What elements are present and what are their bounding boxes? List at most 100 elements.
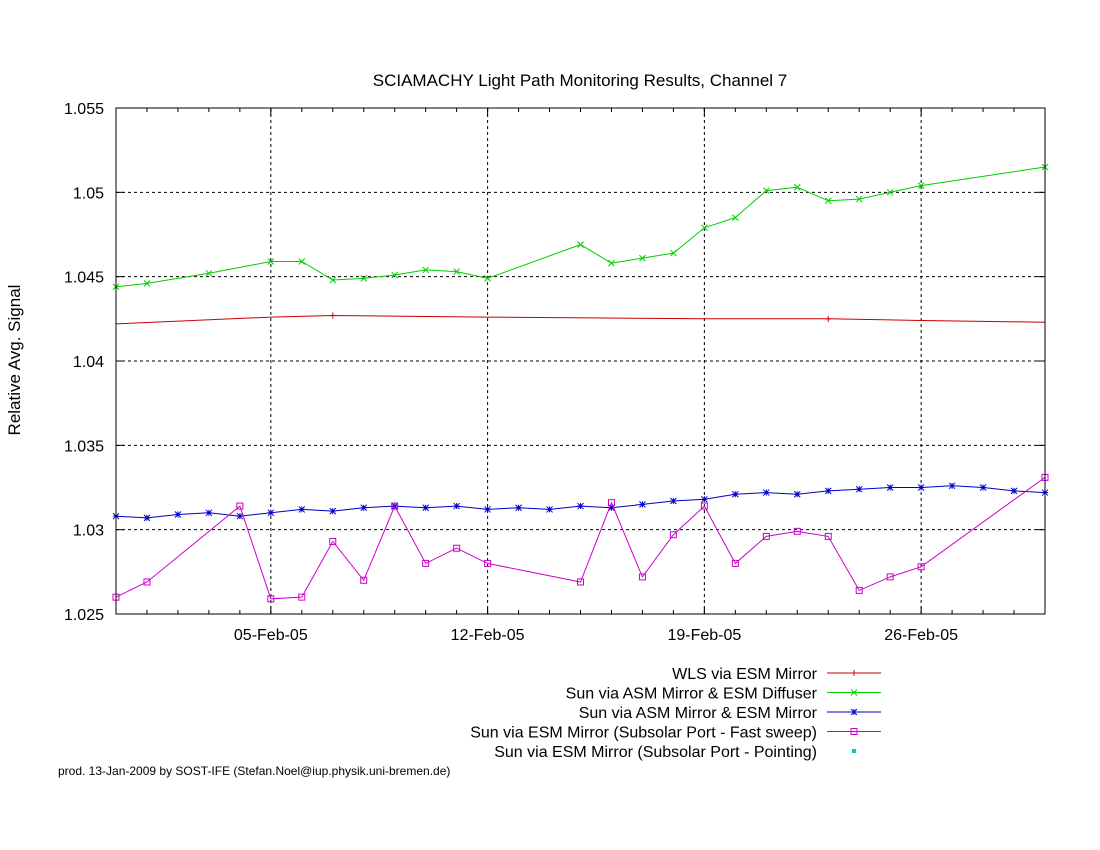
data-point	[731, 214, 739, 221]
data-point	[855, 195, 863, 203]
data-point	[762, 187, 770, 195]
chart-title: SCIAMACHY Light Path Monitoring Results,…	[373, 71, 788, 90]
legend-swatch-marker	[850, 728, 858, 735]
data-point	[917, 182, 925, 189]
data-point	[670, 497, 677, 505]
data-point	[886, 573, 894, 581]
x-ticks: 05-Feb-05 12-Feb-05 19-Feb-05 26-Feb-05	[115, 108, 1046, 644]
y-tick-label: 1.04	[73, 354, 104, 371]
series-sun-via-asm-mirror-esm-mirror	[112, 482, 1049, 522]
data-point	[917, 484, 925, 491]
data-point	[824, 532, 832, 540]
series-layer	[112, 163, 1049, 603]
legend-label: Sun via ASM Mirror & ESM Diffuser	[566, 686, 818, 703]
data-point	[793, 527, 801, 535]
data-point	[886, 188, 894, 196]
data-point	[267, 258, 275, 265]
data-point	[143, 514, 151, 522]
data-point	[670, 249, 677, 257]
data-point	[298, 258, 306, 265]
series-sun-via-esm-mirror-subsolar-port-fast-sweep	[112, 473, 1049, 603]
data-point	[174, 511, 182, 518]
data-point	[422, 559, 430, 567]
legend-swatch-marker	[851, 670, 857, 676]
data-point	[700, 502, 708, 510]
data-point	[731, 559, 739, 567]
data-point	[391, 271, 399, 279]
data-point	[855, 485, 863, 493]
data-point	[824, 197, 832, 205]
data-point	[484, 559, 492, 567]
data-point	[608, 259, 615, 267]
data-point	[329, 507, 337, 515]
y-ticks: 1.025 1.03 1.035 1.04 1.045 1.05 1.055	[64, 101, 1045, 624]
y-axis-label: Relative Avg. Signal	[5, 285, 24, 436]
series-wls-via-esm-mirror	[115, 312, 1046, 325]
data-point	[143, 280, 151, 287]
x-tick-label: 19-Feb-05	[667, 627, 741, 644]
data-point	[731, 490, 739, 498]
data-point	[701, 495, 708, 503]
x-tick-label: 12-Feb-05	[451, 627, 525, 644]
data-point	[205, 269, 213, 277]
legend-label: Sun via ESM Mirror (Subsolar Port - Fast…	[470, 725, 817, 742]
y-tick-label: 1.045	[64, 270, 104, 287]
legend: WLS via ESM Mirror Sun via ASM Mirror & E…	[470, 666, 881, 761]
data-point	[762, 489, 770, 496]
data-point	[639, 501, 646, 508]
data-point	[546, 506, 553, 513]
data-point	[453, 268, 460, 275]
data-point	[360, 274, 368, 282]
data-point	[948, 482, 956, 490]
data-point	[453, 544, 461, 552]
data-point	[484, 506, 491, 513]
data-point	[391, 502, 399, 510]
y-tick-label: 1.03	[73, 523, 104, 540]
data-point	[329, 276, 337, 284]
data-point	[701, 224, 708, 232]
grid	[116, 107, 1045, 615]
data-point	[577, 578, 584, 586]
data-point	[143, 578, 151, 586]
legend-label: WLS via ESM Mirror	[672, 666, 818, 683]
data-point	[1010, 487, 1018, 495]
data-point	[577, 502, 584, 510]
data-point	[329, 537, 337, 545]
series-line	[115, 476, 1046, 600]
data-point	[669, 531, 677, 539]
legend-label: Sun via ASM Mirror & ESM Mirror	[579, 705, 818, 722]
y-tick-label: 1.055	[64, 101, 104, 118]
data-point	[825, 315, 832, 322]
data-point	[608, 504, 615, 512]
legend-swatch-marker	[852, 749, 856, 753]
data-point	[329, 312, 336, 319]
x-tick-label: 26-Feb-05	[884, 627, 958, 644]
data-point	[639, 254, 646, 262]
data-point	[422, 266, 430, 274]
y-tick-label: 1.025	[64, 607, 104, 624]
data-point	[236, 502, 244, 510]
data-point	[422, 504, 430, 512]
data-point	[979, 484, 987, 491]
data-point	[267, 509, 275, 517]
footer-credit: prod. 13-Jan-2009 by SOST-IFE (Stefan.No…	[58, 764, 450, 778]
legend-swatch-marker	[850, 708, 858, 716]
data-point	[298, 506, 306, 513]
series-sun-via-asm-mirror-esm-diffuser	[112, 163, 1049, 291]
data-point	[236, 512, 244, 520]
series-line	[115, 314, 1046, 325]
data-point	[577, 241, 584, 248]
data-point	[855, 586, 863, 594]
data-point	[267, 595, 275, 603]
data-point	[360, 504, 368, 512]
y-tick-label: 1.035	[64, 438, 104, 455]
data-point	[360, 576, 368, 584]
data-point	[762, 532, 770, 540]
data-point	[515, 504, 522, 512]
x-tick-label: 05-Feb-05	[234, 627, 308, 644]
data-point	[607, 499, 615, 507]
data-point	[453, 502, 460, 510]
data-point	[298, 593, 306, 601]
data-point	[917, 563, 925, 571]
